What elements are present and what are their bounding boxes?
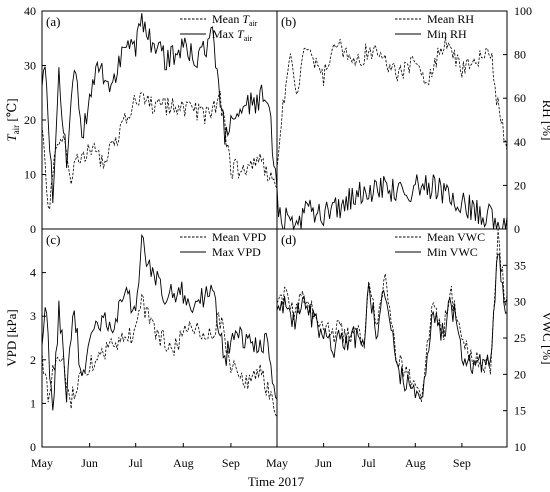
panel-d-ytick-label-2: 20: [514, 367, 526, 381]
panel-a-ytick-label-4: 40: [24, 4, 36, 18]
panel-b-ylabel: RH [%]: [540, 100, 550, 141]
panel-d-xtick-label-2: Jul: [362, 456, 377, 470]
panel-c-ytick-label-2: 2: [30, 353, 36, 367]
panel-d-tag: (d): [281, 232, 296, 247]
x-axis-label: Time 2017: [248, 474, 305, 489]
panel-c-xtick-label-1: Jun: [81, 456, 98, 470]
panel-d-series-1-line: [276, 253, 508, 400]
panel-c-legend-0-label: Mean VPD: [212, 230, 266, 244]
panel-b-legend-0-label: Mean RH: [427, 12, 474, 26]
panel-c-tag: (c): [46, 232, 60, 247]
panel-c-series-0-line: [41, 292, 278, 417]
panel-d-frame: [276, 228, 508, 448]
panel-b-ytick-label-3: 60: [514, 91, 526, 105]
panel-a-series-1-line: [41, 13, 278, 204]
panel-c: 0 1 2 3 4 VPD [kPa] May Jun Jul Aug Sep (c) Mean VPD…: [4, 228, 278, 470]
panel-a-ytick-label-2: 20: [24, 113, 36, 127]
panel-d-ytick-label-3: 25: [514, 331, 526, 345]
panel-c-ytick-label-4: 4: [30, 266, 36, 280]
panel-c-xtick-label-2: Jul: [129, 456, 144, 470]
panel-a-ytick-label-0: 0: [30, 222, 36, 236]
panel-a-ytick-label-3: 30: [24, 59, 36, 73]
panel-d-xtick-label-4: Sep: [453, 456, 471, 470]
panel-b-legend-1-label: Min RH: [427, 27, 467, 41]
panel-c-ylabel: VPD [kPa]: [4, 309, 19, 366]
panel-b-ytick-label-5: 100: [514, 4, 532, 18]
panel-a-frame: [41, 10, 278, 230]
panel-d-ytick-label-5: 35: [514, 258, 526, 272]
panel-d-legend-1-label: Min VWC: [427, 245, 478, 259]
panel-c-frame: [41, 228, 278, 448]
panel-d-ylabel: VWC [%]: [540, 311, 550, 364]
panel-d-ytick-label-4: 30: [514, 295, 526, 309]
panel-a-legend-0-label: Mean Tair: [212, 12, 258, 28]
panel-d-xtick-label-0: May: [266, 456, 288, 470]
panel-c-ytick-label-3: 3: [30, 309, 36, 323]
panel-a-tag: (a): [46, 14, 60, 29]
panel-d-legend-0-label: Mean VWC: [427, 230, 485, 244]
panel-c-ytick-label-1: 1: [30, 396, 36, 410]
panel-a-series-0-line: [41, 90, 278, 211]
panel-b-ytick-label-2: 40: [514, 135, 526, 149]
panel-b-tag: (b): [281, 14, 296, 29]
panel-d: 10 15 20 25 30 35 VWC [%] May Jun Jul Aug Sep (d) Mea…: [266, 228, 550, 470]
panel-c-ytick-label-0: 0: [30, 440, 36, 454]
panel-c-xtick-label-3: Aug: [173, 456, 194, 470]
panel-b-ytick-label-1: 20: [514, 178, 526, 192]
panel-c-xtick-label-4: Sep: [222, 456, 240, 470]
panel-d-xtick-label-3: Aug: [405, 456, 426, 470]
panel-d-ytick-label-1: 15: [514, 404, 526, 418]
panel-b-ytick-label-0: 0: [514, 222, 520, 236]
panel-b-series-0-line: [276, 36, 508, 169]
panel-d-ytick-label-0: 10: [514, 440, 526, 454]
panel-c-legend-1-label: Max VPD: [212, 245, 261, 259]
panel-c-series-1-line: [41, 233, 278, 411]
panel-c-xtick-label-0: May: [31, 456, 53, 470]
panel-a-ylabel: Tair [℃]: [4, 98, 21, 141]
panel-d-xtick-label-1: Jun: [315, 456, 332, 470]
panel-b-ytick-label-4: 80: [514, 48, 526, 62]
panel-a-legend-1-label: Max Tair: [212, 27, 252, 43]
panel-a-ytick-label-1: 10: [24, 168, 36, 182]
panel-b-series-1-line: [276, 174, 508, 231]
